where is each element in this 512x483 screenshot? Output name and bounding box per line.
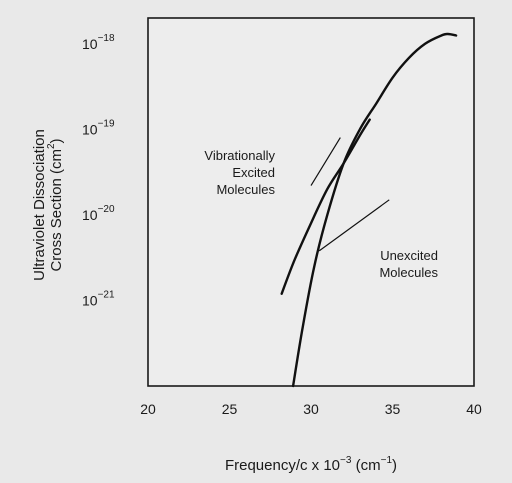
y-axis-title-line1: Ultraviolet Dissociation <box>31 129 48 281</box>
x-tick-label: 35 <box>385 401 401 417</box>
x-tick-label: 25 <box>222 401 238 417</box>
x-axis-title-main: Frequency/c x 10 <box>225 457 340 474</box>
x-axis-title: Frequency/c x 10−3 (cm−1) <box>225 455 397 474</box>
y-axis-title-line2-main: Cross Section (cm <box>48 149 65 272</box>
series-layer <box>280 32 458 388</box>
plot-frame <box>147 17 475 387</box>
vibrationally-excited-label-line: Vibrationally <box>204 148 275 163</box>
vibrationally-excited-label-leader <box>310 137 341 186</box>
y-tick-label-exponent: −19 <box>98 118 115 129</box>
vibrationally-excited-label-line: Molecules <box>216 182 275 197</box>
y-tick-label-exponent: −20 <box>98 204 115 215</box>
y-tick-label-base: 10 <box>82 207 98 223</box>
y-tick-label-base: 10 <box>82 292 98 308</box>
unexcited-label-line: Molecules <box>379 265 438 280</box>
annotation-layer: Vibrationally Excited Molecules Unexcited Mo… <box>204 137 438 280</box>
y-tick-label-base: 10 <box>82 36 98 52</box>
y-tick-label: 10−19 <box>82 118 115 137</box>
x-axis-title-close: ) <box>392 457 397 474</box>
x-tick-label: 40 <box>466 401 482 417</box>
y-axis-title-line2-exponent: 2 <box>46 143 57 149</box>
x-tick-label: 30 <box>303 401 319 417</box>
unexcited-label-line: Unexcited <box>380 248 438 263</box>
y-axis-title-line2-close: ) <box>48 138 65 143</box>
y-tick-label-exponent: −21 <box>98 289 115 300</box>
y-tick-label-base: 10 <box>82 121 98 137</box>
y-tick-label-exponent: −18 <box>98 33 115 44</box>
vibrationally-excited-label-line: Excited <box>232 165 275 180</box>
unexcited-label-leader <box>318 199 390 252</box>
unexcited-molecules-curve <box>291 32 458 388</box>
y-tick-label: 10−21 <box>82 289 115 308</box>
y-tick-label: 10−18 <box>82 33 115 52</box>
y-axis-title-line2: Cross Section (cm2) <box>46 138 65 271</box>
x-axis-title-exponent: −3 <box>340 455 352 466</box>
x-axis-title-unit: (cm <box>351 457 380 474</box>
vibrationally-excited-curve <box>280 118 371 295</box>
y-tick-label: 10−20 <box>82 204 115 223</box>
y-axis-title: Ultraviolet Dissociation Cross Section (… <box>31 129 65 281</box>
x-tick-label: 20 <box>140 401 156 417</box>
x-axis-ticks: 20 25 30 35 40 <box>140 401 482 417</box>
x-axis-title-unit-exponent: −1 <box>381 455 393 466</box>
